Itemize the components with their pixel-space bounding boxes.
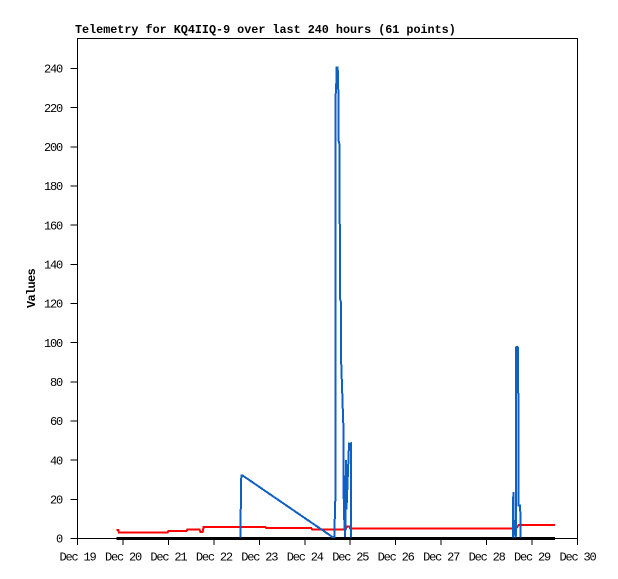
svg-text:Dec 24: Dec 24 — [287, 551, 324, 565]
svg-text:200: 200 — [44, 141, 63, 155]
svg-text:20: 20 — [50, 494, 63, 508]
svg-text:60: 60 — [50, 415, 63, 429]
svg-text:0: 0 — [56, 533, 63, 547]
svg-text:100: 100 — [44, 337, 63, 351]
svg-text:Dec 29: Dec 29 — [514, 551, 551, 565]
svg-text:Dec 27: Dec 27 — [423, 551, 460, 565]
svg-text:140: 140 — [44, 259, 63, 273]
svg-text:Dec 22: Dec 22 — [196, 551, 233, 565]
svg-text:Dec 23: Dec 23 — [241, 551, 278, 565]
svg-text:Dec 25: Dec 25 — [332, 551, 369, 565]
svg-text:Dec 30: Dec 30 — [559, 551, 596, 565]
svg-text:40: 40 — [50, 454, 63, 468]
svg-text:80: 80 — [50, 376, 63, 390]
svg-text:Dec 26: Dec 26 — [378, 551, 415, 565]
svg-text:120: 120 — [44, 298, 63, 312]
svg-text:220: 220 — [44, 102, 63, 116]
svg-text:Dec 28: Dec 28 — [469, 551, 506, 565]
svg-text:Dec 21: Dec 21 — [150, 551, 187, 565]
svg-text:Values: Values — [25, 269, 39, 309]
svg-text:Dec 19: Dec 19 — [59, 551, 96, 565]
svg-text:240: 240 — [44, 63, 63, 77]
svg-text:160: 160 — [44, 219, 63, 233]
svg-text:Dec 20: Dec 20 — [105, 551, 142, 565]
svg-text:180: 180 — [44, 180, 63, 194]
svg-text:Telemetry for KQ4IIQ-9 over la: Telemetry for KQ4IIQ-9 over last 240 hou… — [75, 23, 456, 37]
